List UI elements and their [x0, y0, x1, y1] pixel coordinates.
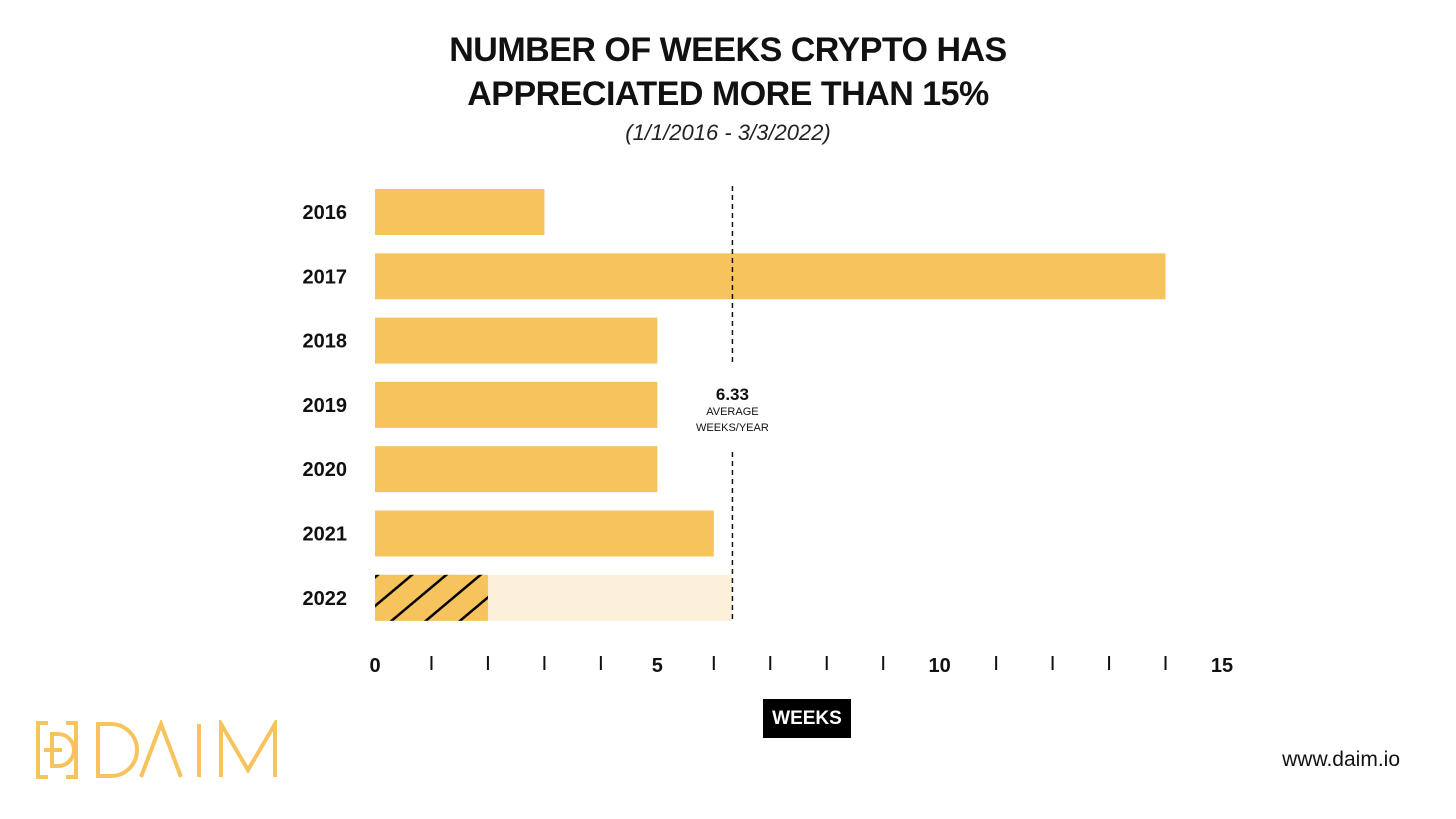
bar-2017 — [375, 253, 1166, 300]
y-tick-label-2020: 2020 — [303, 459, 348, 481]
chart-subtitle: (1/1/2016 - 3/3/2022) — [625, 120, 831, 145]
y-tick-label-2018: 2018 — [303, 331, 348, 353]
y-tick-label-2017: 2017 — [303, 266, 348, 288]
y-tick-label-2016: 2016 — [303, 202, 348, 224]
average-value-label: 6.33 — [716, 385, 749, 404]
x-tick-label-0: 0 — [369, 655, 380, 677]
y-tick-label-2019: 2019 — [303, 395, 348, 417]
website-url[interactable]: www.daim.io — [1282, 748, 1400, 771]
x-axis-title: WEEKS — [763, 699, 851, 738]
bar-2021 — [375, 510, 714, 557]
average-label-line2: WEEKS/YEAR — [696, 422, 769, 434]
daim-logo-icon — [36, 720, 277, 779]
average-label-line1: AVERAGE — [706, 406, 758, 418]
title-line-1: NUMBER OF WEEKS CRYPTO HAS — [449, 31, 1007, 69]
bar-2018 — [375, 317, 658, 364]
bar-2022 — [375, 574, 488, 621]
chart-title: NUMBER OF WEEKS CRYPTO HAS APPRECIATED M… — [0, 28, 1456, 116]
bar-2019 — [375, 381, 658, 428]
x-tick-label-10: 10 — [929, 655, 951, 677]
y-tick-label-2022: 2022 — [303, 588, 348, 610]
title-line-2: APPRECIATED MORE THAN 15% — [467, 75, 989, 113]
bar-2020 — [375, 446, 658, 493]
bar-2016 — [375, 189, 545, 235]
x-tick-label-5: 5 — [652, 655, 663, 677]
y-tick-label-2021: 2021 — [303, 524, 348, 546]
x-tick-label-15: 15 — [1211, 655, 1233, 677]
